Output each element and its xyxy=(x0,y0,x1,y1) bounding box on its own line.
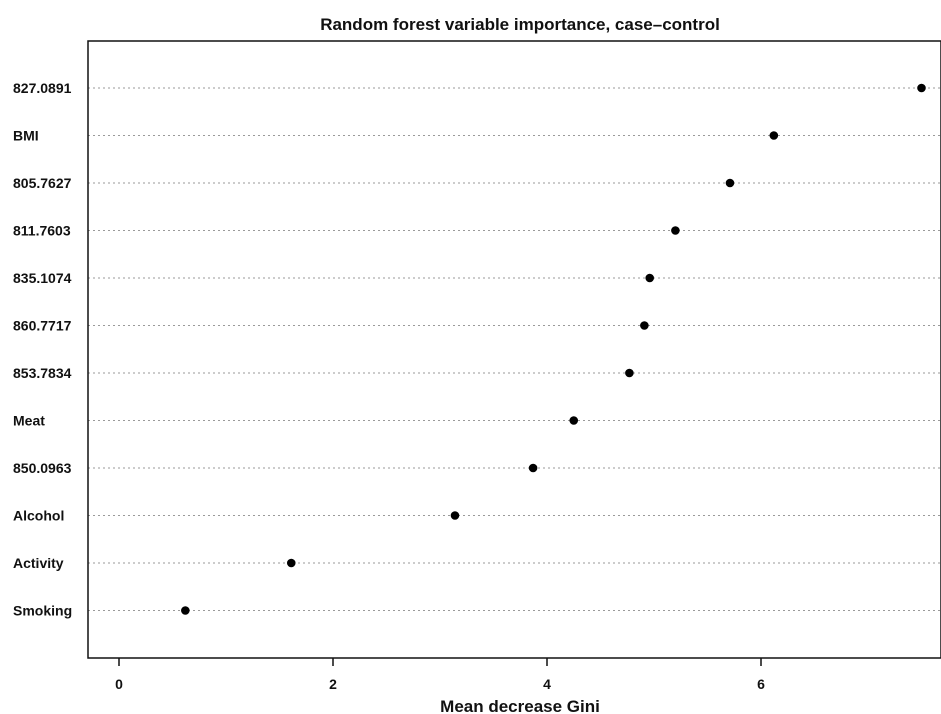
category-label: 860.7717 xyxy=(13,318,72,334)
x-tick-label: 0 xyxy=(115,676,123,692)
plot-frame xyxy=(87,40,941,659)
data-point xyxy=(917,83,926,93)
data-point xyxy=(640,321,649,330)
category-label: 827.0891 xyxy=(13,80,72,96)
x-axis-ticks: 0 2 4 6 xyxy=(115,658,765,692)
x-axis-label: Mean decrease Gini xyxy=(440,697,600,714)
data-point xyxy=(625,368,634,378)
category-label: 811.7603 xyxy=(13,223,71,239)
data-point xyxy=(671,226,680,235)
category-label: 850.0963 xyxy=(13,460,72,476)
data-points xyxy=(181,83,926,615)
category-label: 853.7834 xyxy=(13,365,72,381)
data-point xyxy=(769,131,779,140)
data-point xyxy=(528,463,538,473)
data-point xyxy=(450,511,460,520)
x-tick-label: 6 xyxy=(757,676,765,692)
category-label: Activity xyxy=(13,555,64,571)
data-point xyxy=(181,606,190,615)
category-label: 835.1074 xyxy=(13,270,72,286)
category-label: BMI xyxy=(13,128,39,144)
data-point xyxy=(645,273,655,283)
category-label: Alcohol xyxy=(13,508,64,524)
data-point xyxy=(286,558,296,568)
grid-lines xyxy=(88,87,941,611)
category-label: Meat xyxy=(13,413,45,429)
data-point xyxy=(725,178,735,188)
chart-title: Random forest variable importance, case–… xyxy=(320,15,720,34)
category-label: 805.7627 xyxy=(13,175,72,191)
data-point xyxy=(569,416,579,425)
category-label: Smoking xyxy=(13,603,72,619)
category-labels: 827.0891 BMI 805.7627 811.7603 835.1074 860.7… xyxy=(13,80,72,619)
x-tick-label: 2 xyxy=(329,676,337,692)
x-tick-label: 4 xyxy=(543,676,551,692)
